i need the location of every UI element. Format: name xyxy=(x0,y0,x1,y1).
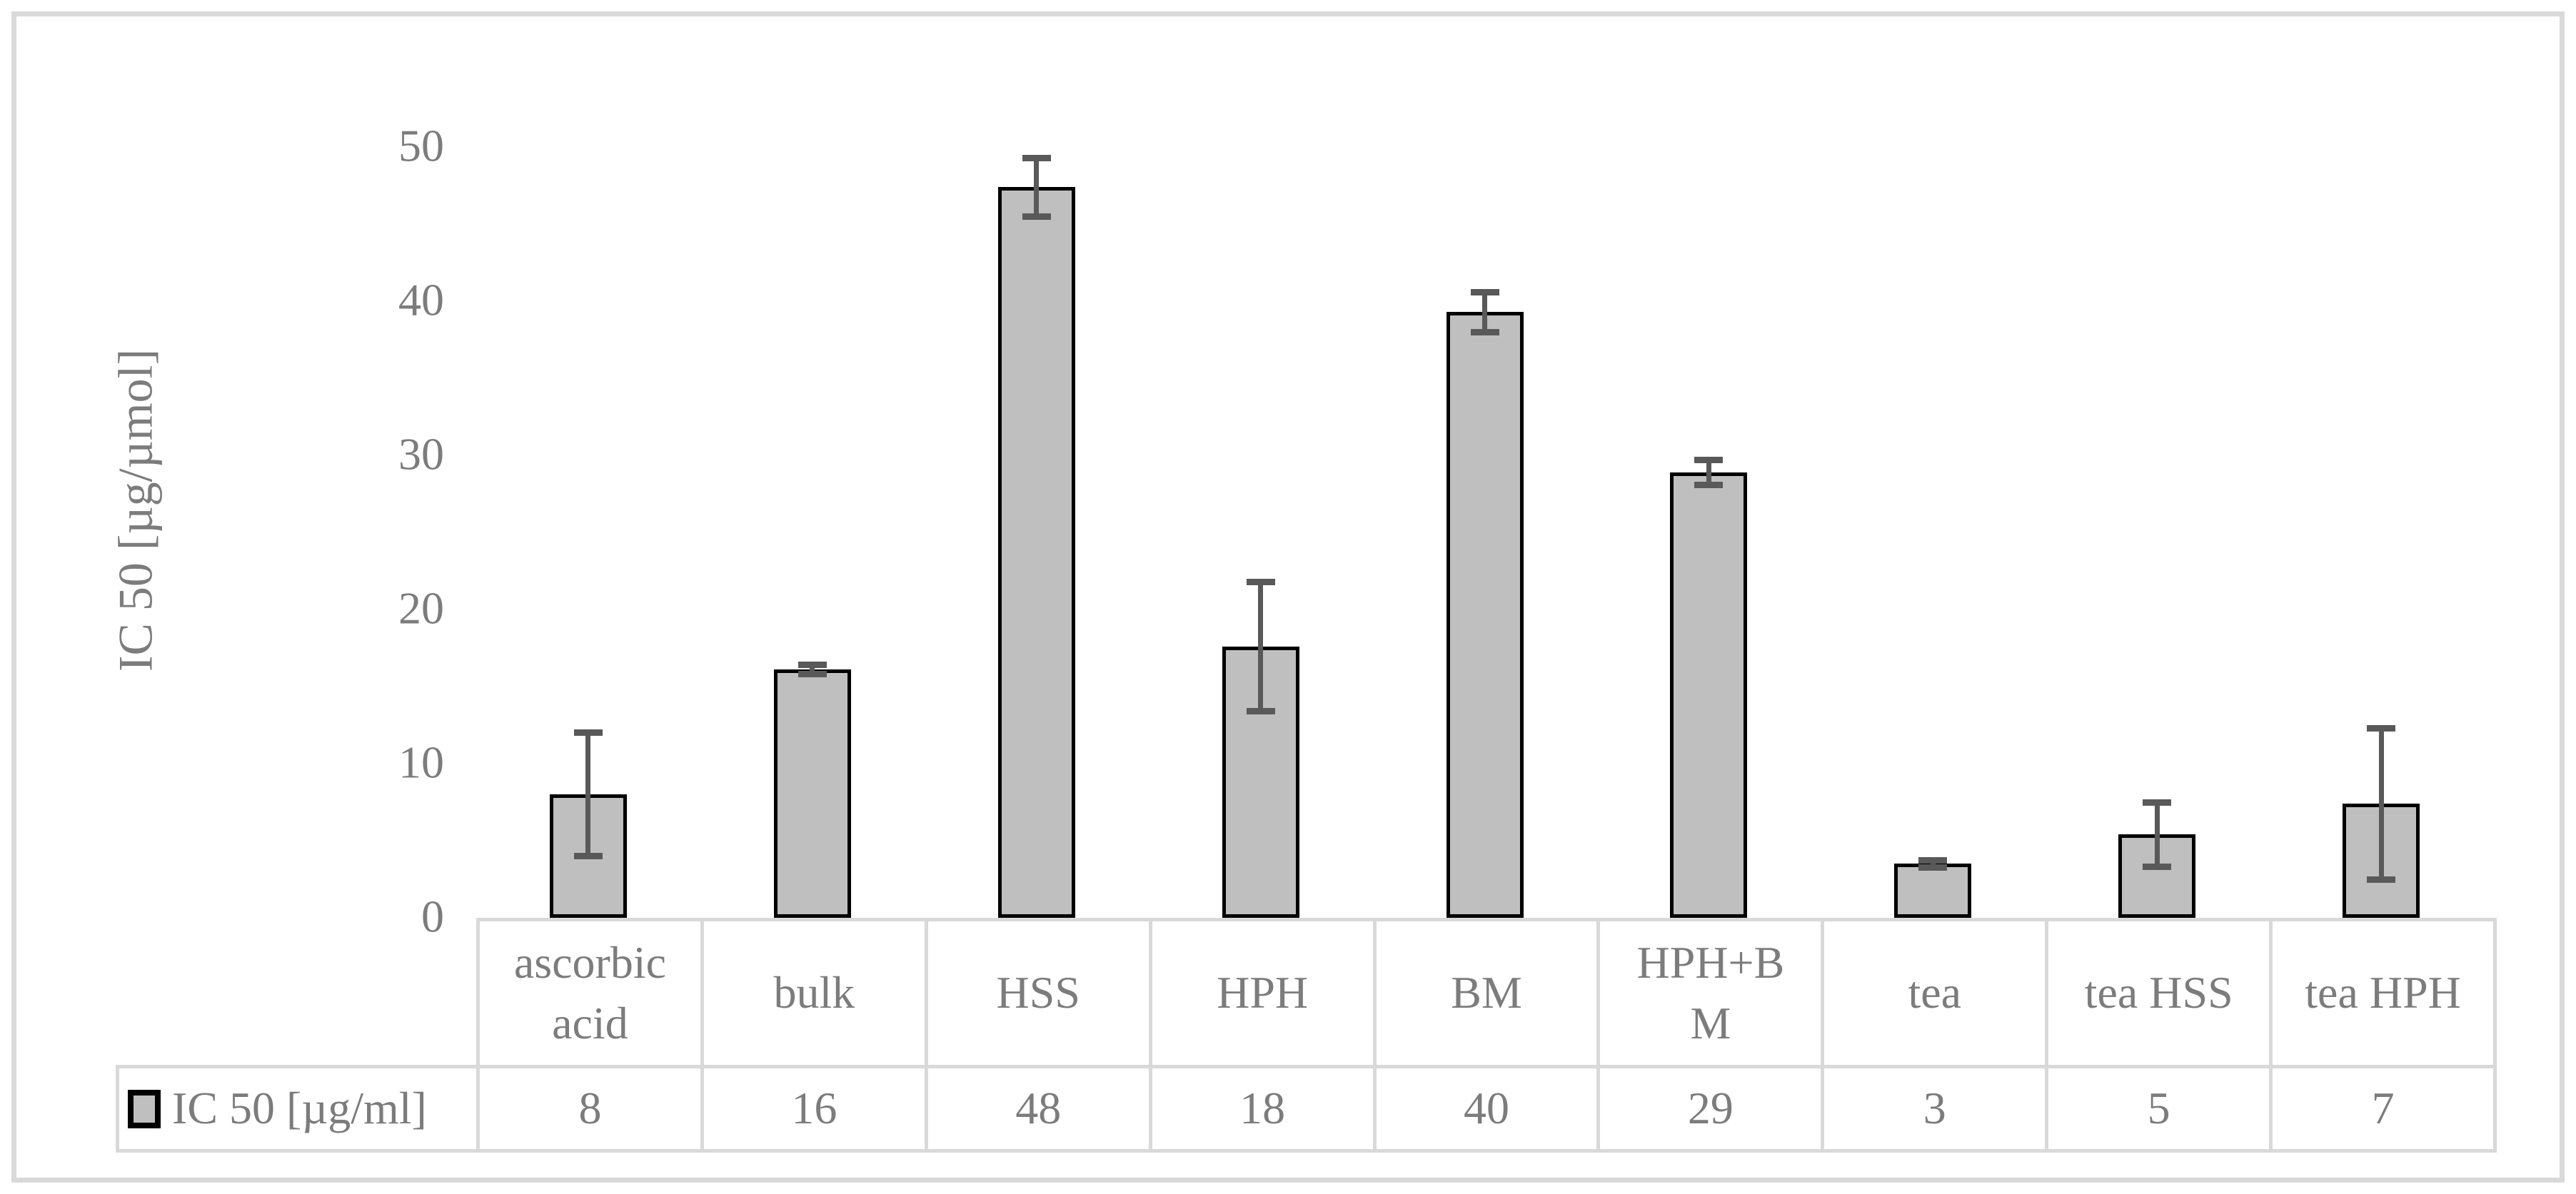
y-axis-ticks: 0 10 20 30 40 50 xyxy=(0,0,444,1194)
value-cell: 7 xyxy=(2269,1065,2497,1153)
category-cell: BM xyxy=(1372,918,1601,1068)
bar-tea xyxy=(1894,864,1972,918)
category-row: ascorbic acid bulk HSS HPH BM HPH+BM tea tea HS… xyxy=(118,918,2497,1068)
value-cell: 29 xyxy=(1596,1065,1825,1153)
error-bar-cap-bottom xyxy=(1470,328,1499,335)
bar-hss xyxy=(997,187,1075,918)
error-bar-cap-top xyxy=(1694,456,1724,463)
value-cell: 40 xyxy=(1372,1065,1601,1153)
y-tick-label: 30 xyxy=(398,428,444,480)
error-bar-cap-top xyxy=(1918,856,1948,864)
y-tick-label: 10 xyxy=(398,737,444,788)
y-tick-label: 20 xyxy=(398,582,444,634)
category-cell: HSS xyxy=(924,918,1152,1068)
category-cell: tea HPH xyxy=(2269,918,2497,1068)
value-cell: 16 xyxy=(700,1065,928,1153)
data-table: ascorbic acid bulk HSS HPH BM HPH+BM tea tea HS… xyxy=(116,918,2497,1153)
error-bar-cap-top xyxy=(2367,724,2396,732)
value-row: IC 50 [µg/ml] 8 16 48 18 40 29 3 5 7 xyxy=(116,1065,2497,1153)
error-bar-cap-bottom xyxy=(2367,876,2396,883)
error-bar-cap-bottom xyxy=(1022,213,1051,220)
error-bar-line xyxy=(1034,158,1040,217)
error-bar-line xyxy=(2154,802,2160,867)
error-bar-line xyxy=(810,664,815,674)
y-tick-label: 50 xyxy=(398,120,444,171)
category-cell: bulk xyxy=(700,918,928,1068)
legend-swatch-icon xyxy=(128,1089,161,1128)
error-bar-line xyxy=(1930,860,1936,868)
error-bar-line xyxy=(1258,582,1264,712)
error-bar-line xyxy=(1706,460,1711,485)
category-cell: tea xyxy=(1821,918,2049,1068)
error-bar-cap-top xyxy=(573,729,603,737)
error-bar-cap-top xyxy=(2143,799,2172,806)
blank-cell xyxy=(118,920,478,1067)
y-tick-label: 0 xyxy=(421,891,444,942)
error-bar-cap-bottom xyxy=(1918,864,1948,871)
bar-bm xyxy=(1446,312,1524,918)
category-cell: HPH+BM xyxy=(1596,918,1825,1068)
y-tick-label: 40 xyxy=(398,274,444,325)
error-bar-cap-bottom xyxy=(2143,864,2172,871)
error-bar-cap-top xyxy=(798,662,827,669)
error-bar-cap-top xyxy=(1246,578,1275,585)
value-cell: 3 xyxy=(1821,1065,2049,1153)
category-cell: HPH xyxy=(1148,918,1377,1068)
value-cell: 18 xyxy=(1148,1065,1377,1153)
legend-cell: IC 50 [µg/ml] xyxy=(116,1065,480,1153)
value-cell: 5 xyxy=(2045,1065,2273,1153)
value-cell: 8 xyxy=(476,1065,704,1153)
error-bar-cap-top xyxy=(1470,288,1499,295)
error-bar-line xyxy=(2378,728,2384,879)
error-bar-line xyxy=(1482,292,1488,333)
category-cell: tea HSS xyxy=(2045,918,2273,1068)
error-bar-cap-bottom xyxy=(1246,708,1275,715)
legend-label: IC 50 [µg/ml] xyxy=(172,1083,427,1134)
error-bar-line xyxy=(585,732,591,856)
error-bar-cap-top xyxy=(1022,154,1051,161)
error-bar-cap-bottom xyxy=(1694,481,1724,488)
error-bar-cap-bottom xyxy=(573,853,603,860)
bar-bulk xyxy=(773,669,851,918)
bar-hph-bm xyxy=(1670,472,1748,918)
value-cell: 48 xyxy=(924,1065,1152,1153)
legend: IC 50 [µg/ml] xyxy=(128,1078,476,1138)
category-cell: ascorbic acid xyxy=(476,918,704,1068)
error-bar-cap-bottom xyxy=(798,671,827,678)
